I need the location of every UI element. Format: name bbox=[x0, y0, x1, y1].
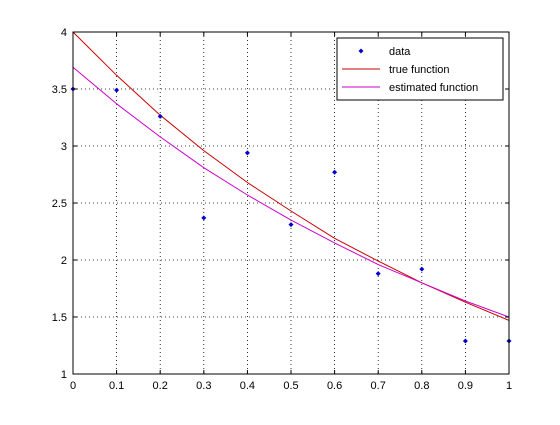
data-point bbox=[419, 266, 425, 272]
data-point bbox=[201, 215, 207, 221]
legend-entry: estimated function bbox=[342, 82, 478, 94]
legend-label: true function bbox=[389, 64, 450, 76]
x-tick-label: 0.4 bbox=[240, 380, 255, 392]
data-point bbox=[375, 271, 381, 277]
x-tick-label: 1 bbox=[506, 380, 512, 392]
x-tick-label: 0.9 bbox=[458, 380, 473, 392]
axis-tick-labels: 0 0.1 0.2 0.3 0.4 0.5 0.6 0.7 0.8 0.9 1 1 1.5 2 2.5 3 3.… bbox=[52, 27, 512, 392]
legend-label: data bbox=[389, 46, 411, 58]
x-tick-label: 0 bbox=[70, 380, 76, 392]
x-tick-label: 0.8 bbox=[414, 380, 429, 392]
x-tick-label: 0.1 bbox=[109, 380, 124, 392]
data-point bbox=[288, 222, 294, 228]
legend: data true function estimated function bbox=[336, 37, 504, 101]
y-tick-label: 1 bbox=[61, 369, 67, 381]
x-tick-label: 0.5 bbox=[283, 380, 298, 392]
data-point bbox=[114, 87, 120, 93]
data-point bbox=[244, 150, 250, 156]
data-point bbox=[332, 169, 338, 175]
y-tick-label: 3.5 bbox=[52, 84, 67, 96]
y-tick-label: 2.5 bbox=[52, 198, 67, 210]
estimated-function-line bbox=[72, 66, 510, 318]
x-tick-label: 0.6 bbox=[327, 380, 342, 392]
x-tick-label: 0.7 bbox=[371, 380, 386, 392]
y-tick-label: 1.5 bbox=[52, 312, 67, 324]
data-markers bbox=[70, 86, 512, 344]
y-tick-label: 2 bbox=[61, 255, 67, 267]
x-tick-label: 0.2 bbox=[153, 380, 168, 392]
y-tick-label: 4 bbox=[61, 27, 67, 39]
data-point bbox=[157, 113, 163, 119]
data-point bbox=[462, 338, 468, 344]
y-tick-label: 3 bbox=[61, 141, 67, 153]
x-tick-label: 0.3 bbox=[196, 380, 211, 392]
legend-entry: true function bbox=[342, 64, 450, 76]
series-lines bbox=[72, 31, 510, 321]
legend-entry: data bbox=[358, 46, 411, 58]
axis-ticks bbox=[72, 31, 510, 375]
legend-swatch-marker bbox=[358, 48, 364, 54]
legend-label: estimated function bbox=[389, 82, 478, 94]
